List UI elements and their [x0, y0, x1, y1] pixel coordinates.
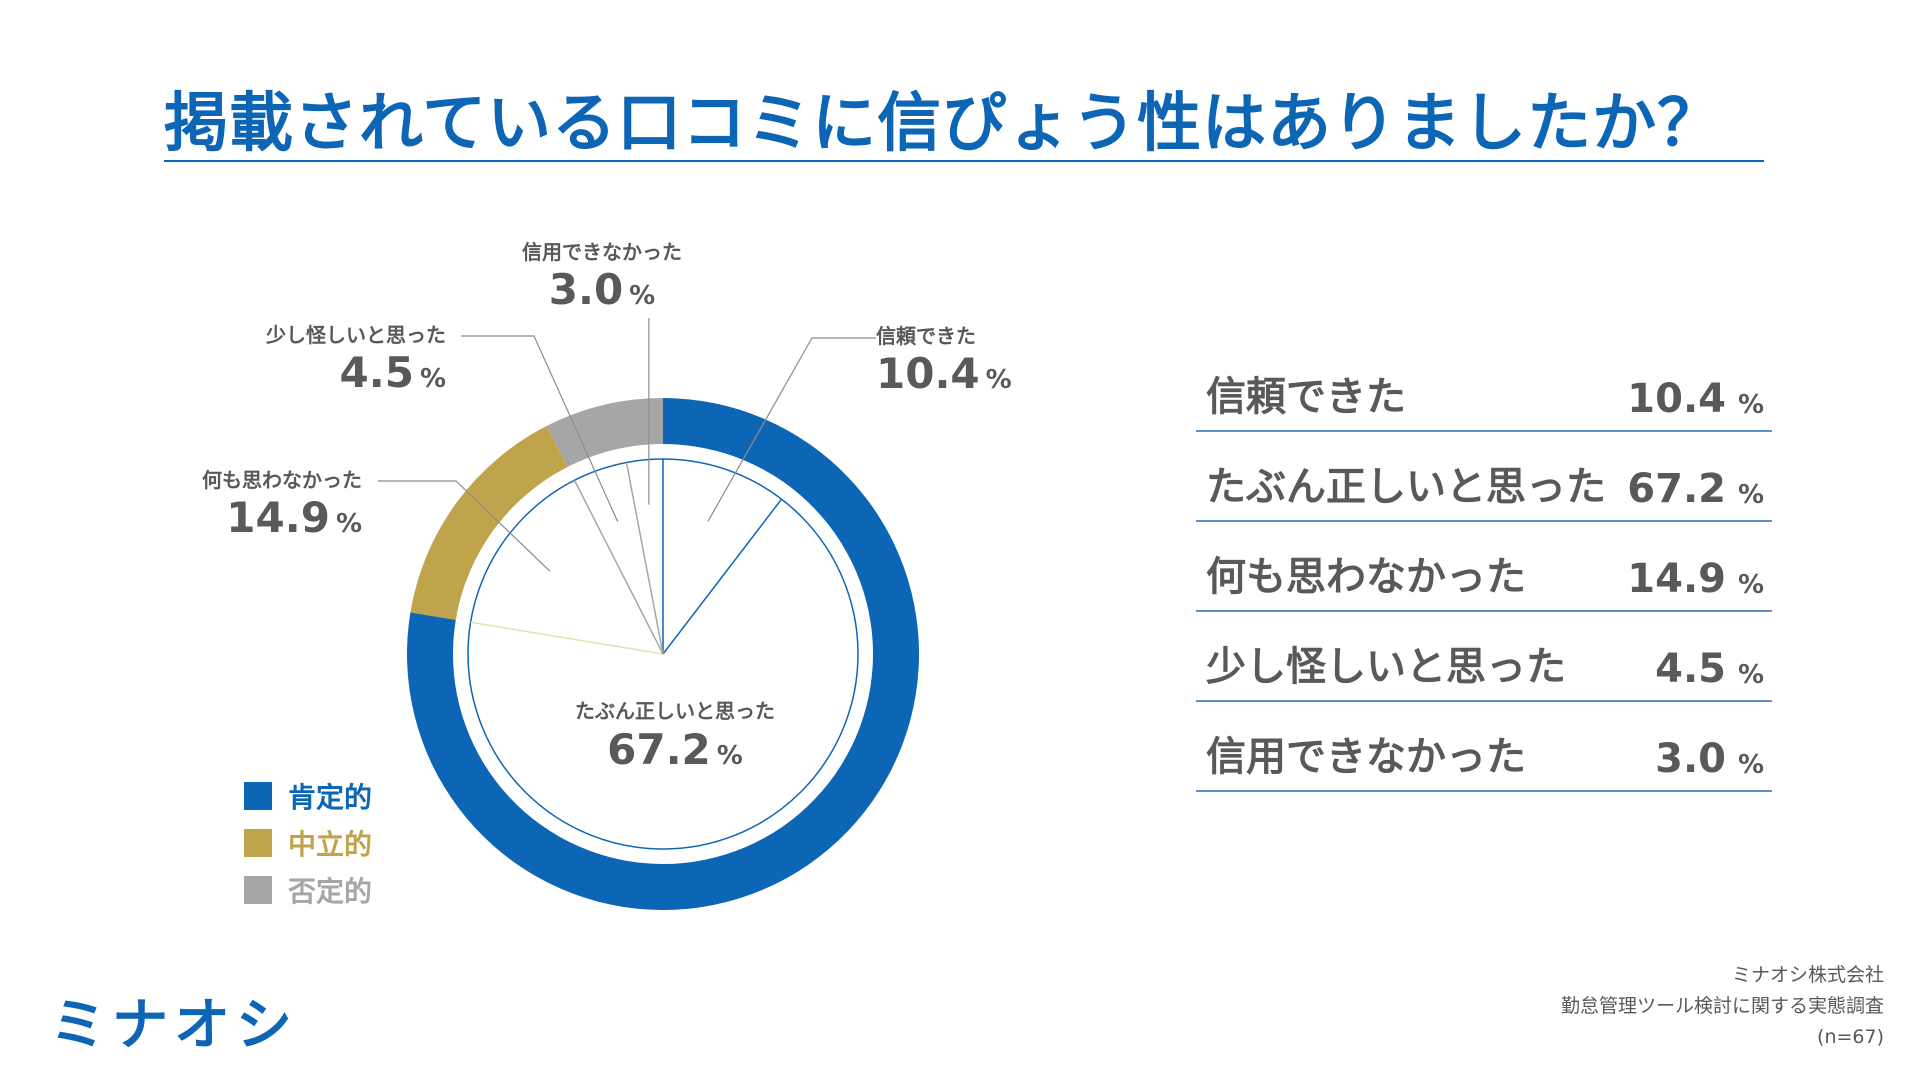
summary-row-2: 何も思わなかった 14.9%	[1196, 520, 1772, 612]
outer-ring-segment-2	[546, 398, 663, 467]
slice-label-3: 少し怪しいと思った	[265, 323, 446, 347]
leader-lines	[378, 318, 876, 572]
legend-label-2: 否定的	[288, 875, 372, 908]
slice-label-1: たぶん正しいと思った	[575, 699, 775, 723]
summary-percent-sign: %	[1737, 570, 1764, 600]
summary-value: 4.5	[1655, 646, 1726, 692]
summary-row-0: 信頼できた 10.4%	[1196, 340, 1772, 432]
summary-percent-sign: %	[1737, 660, 1764, 690]
summary-value: 14.9	[1627, 556, 1726, 602]
legend-swatch-2	[244, 876, 272, 904]
legend-swatch-0	[244, 782, 272, 810]
title-underline	[164, 160, 1764, 162]
summary-value: 67.2	[1627, 466, 1726, 512]
inner-pie	[467, 458, 859, 850]
summary-label: 信用できなかった	[1206, 734, 1526, 780]
slice-divider-2	[470, 621, 664, 655]
leader-line-0	[707, 337, 876, 522]
summary-value: 3.0	[1655, 736, 1726, 782]
summary-row-1: たぶん正しいと思った 67.2%	[1196, 430, 1772, 522]
footer-survey: 勤怠管理ツール検討に関する実態調査	[1560, 995, 1884, 1017]
slice-value-0: 10.4%	[876, 349, 1012, 398]
slice-divider-3	[573, 479, 664, 655]
slice-divider-4	[625, 462, 664, 655]
outer-ring-segment-1	[410, 425, 568, 620]
slice-value-3: 4.5%	[340, 348, 446, 397]
legend-swatch-1	[244, 829, 272, 857]
slice-value-1: 67.2%	[607, 725, 743, 774]
summary-row-4: 信用できなかった 3.0%	[1196, 700, 1772, 792]
company-logo: ミナオシ	[50, 993, 298, 1058]
slice-value-2: 14.9%	[226, 493, 362, 542]
slice-label-0: 信頼できた	[876, 324, 976, 348]
slice-label-2: 何も思わなかった	[202, 468, 362, 492]
legend-label-1: 中立的	[288, 828, 372, 861]
footer-credits: ミナオシ株式会社 勤怠管理ツール検討に関する実態調査 (n=67)	[1561, 960, 1884, 1053]
summary-percent-sign: %	[1737, 480, 1764, 510]
slice-label-4: 信用できなかった	[522, 240, 682, 264]
summary-label: 少し怪しいと思った	[1206, 644, 1566, 690]
legend-label-0: 肯定的	[288, 781, 372, 814]
slice-divider-1	[662, 498, 783, 655]
summary-label: 何も思わなかった	[1206, 554, 1526, 600]
leader-line-2	[378, 480, 551, 572]
outer-ring	[407, 398, 920, 910]
summary-label: 信頼できた	[1206, 374, 1406, 420]
footer-sample: (n=67)	[1817, 1026, 1884, 1048]
summary-percent-sign: %	[1737, 390, 1764, 420]
leader-line-3	[461, 335, 619, 522]
footer-company: ミナオシ株式会社	[1731, 964, 1884, 986]
summary-row-3: 少し怪しいと思った 4.5%	[1196, 610, 1772, 702]
page-title: 掲載されている口コミに信ぴょう性はありましたか？	[164, 87, 1723, 161]
summary-value: 10.4	[1627, 376, 1726, 422]
summary-percent-sign: %	[1737, 750, 1764, 780]
slice-value-4: 3.0%	[549, 265, 655, 314]
summary-label: たぶん正しいと思った	[1206, 464, 1606, 510]
